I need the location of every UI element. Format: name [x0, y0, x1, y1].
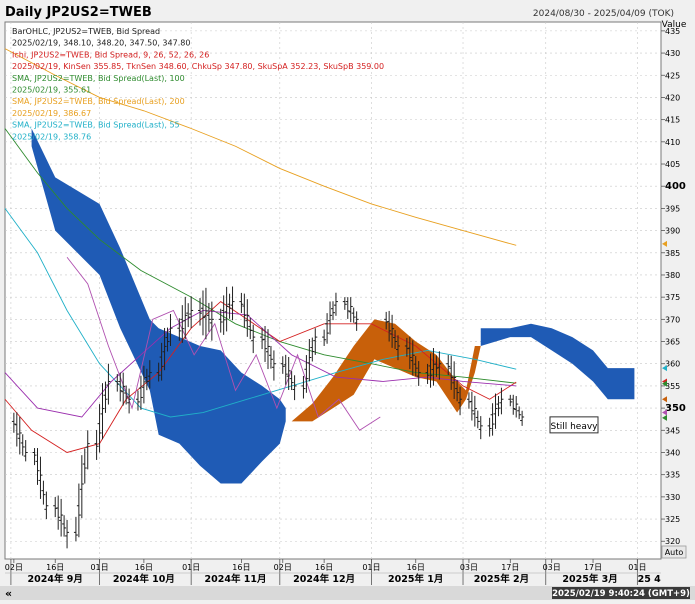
series-line-sma55: [4, 208, 517, 418]
value-marker: [662, 414, 667, 421]
legend: BarOHLC, JP2US2=TWEB, Bid Spread 2025/02/…: [12, 27, 384, 141]
y-tick-label: 355: [665, 382, 680, 391]
y-tick-label: 405: [665, 160, 680, 169]
y-tick-label: 335: [665, 471, 680, 480]
timestamp: 2025/02/19 9:40:24 (GMT+9): [552, 589, 690, 599]
x-day-label: 02日: [274, 563, 292, 572]
y-tick-label: 415: [665, 116, 680, 125]
legend-line: BarOHLC, JP2US2=TWEB, Bid Spread: [12, 27, 160, 36]
x-month-label: 2024年 11月: [205, 573, 267, 585]
value-marker: [662, 240, 667, 247]
x-day-label: 16日: [135, 563, 153, 572]
x-month-label: 2025年 2月: [474, 573, 529, 585]
ohlc-bars: [11, 286, 525, 549]
x-month-label: 2024年 12月: [293, 573, 355, 585]
y-tick-label: 410: [665, 138, 680, 147]
annotation-text: Still heavy: [550, 422, 598, 432]
x-axis[interactable]: 02日 16日 01日 16日 01日 16日 02日 16日 01日 16日 03日 17日 03日 1…: [5, 559, 661, 585]
x-day-label: 17日: [584, 563, 602, 572]
legend-line: 2025/02/19, 386.67: [12, 109, 91, 118]
x-day-label: 16日: [232, 563, 250, 572]
y-axis[interactable]: 320 325 330 335 340 345 350 355 360 365 370 375 380 3…: [661, 27, 686, 546]
date-range: 2024/08/30 - 2025/04/09 (TOK): [533, 9, 674, 19]
y-tick-label: 385: [665, 249, 680, 258]
y-tick-label: 320: [665, 537, 680, 546]
x-day-label: 01日: [628, 563, 646, 572]
x-month-label: 2024年 9月: [28, 573, 83, 585]
y-tick-label: 380: [665, 271, 680, 280]
y-tick-label: 435: [665, 27, 680, 36]
kumo-bull: [31, 128, 286, 484]
legend-line: 2025/02/19, 348.10, 348.20, 347.50, 347.…: [12, 39, 190, 48]
auto-scale-button[interactable]: [661, 545, 687, 559]
value-marker: [662, 409, 667, 416]
y-tick-label: 420: [665, 93, 680, 102]
y-tick-label: 345: [665, 426, 680, 435]
x-month-label: 2024年 10月: [113, 573, 175, 585]
y-tick-label: 360: [665, 360, 680, 369]
annotation-frame: [549, 416, 599, 434]
y-tick-label: 400: [665, 181, 686, 192]
ichimoku-cloud: [31, 128, 635, 484]
timestamp-panel: [552, 587, 690, 599]
legend-line: SMA, JP2US2=TWEB, Bid Spread(Last), 200: [12, 97, 185, 106]
kumo-bear: [291, 319, 481, 422]
x-month-label: 2025年 1月: [388, 573, 443, 585]
legend-line: SMA, JP2US2=TWEB, Bid Spread(Last), 55: [12, 121, 180, 130]
x-day-label: 16日: [315, 563, 333, 572]
status-bar: [0, 586, 695, 600]
x-day-label: 03日: [460, 563, 478, 572]
value-marker: [662, 380, 667, 387]
y-tick-label: 430: [665, 49, 680, 58]
x-month-label: 2025年 3月: [562, 573, 617, 585]
series-line-sma200: [4, 48, 517, 246]
x-day-label: 16日: [46, 563, 64, 572]
y-tick-label: 350: [665, 403, 686, 414]
legend-line: Ichi, JP2US2=TWEB, Bid Spread, 9, 26, 52…: [12, 50, 209, 59]
x-day-label: 03日: [543, 563, 561, 572]
legend-line: 2025/02/19, 358.76: [12, 132, 91, 141]
y-tick-label: 375: [665, 293, 680, 302]
x-day-label: 01日: [182, 563, 200, 572]
auto-scale-label: Auto: [665, 548, 684, 557]
scroll-left-button[interactable]: «: [5, 587, 12, 600]
y-tick-label: 365: [665, 338, 680, 347]
x-day-label: 17日: [501, 563, 519, 572]
x-day-label: 01日: [90, 563, 108, 572]
x-month-label: 25 4: [638, 574, 662, 585]
y-tick-label: 425: [665, 71, 680, 80]
chart-title: Daily JP2US2=TWEB: [5, 5, 152, 20]
annotation-box[interactable]: Still heavy: [549, 416, 599, 434]
series-line-kijun: [4, 310, 517, 418]
y-tick-label: 330: [665, 493, 680, 502]
grid-lines: [5, 22, 661, 559]
y-tick-label: 395: [665, 204, 680, 213]
value-marker: [662, 365, 667, 372]
x-day-label: 01日: [362, 563, 380, 572]
y-tick-label: 340: [665, 448, 680, 457]
legend-line: SMA, JP2US2=TWEB, Bid Spread(Last), 100: [12, 74, 185, 83]
y-tick-label: 390: [665, 227, 680, 236]
y-tick-label: 370: [665, 315, 680, 324]
y-tick-label: 325: [665, 515, 680, 524]
value-marker: [662, 396, 667, 403]
kumo-bull: [480, 323, 635, 400]
x-day-label: 02日: [5, 563, 23, 572]
x-day-label: 16日: [407, 563, 425, 572]
legend-line: 2025/02/19, KinSen 355.85, TknSen 348.60…: [12, 62, 384, 71]
legend-line: 2025/02/19, 355.61: [12, 86, 91, 95]
y-axis-title: Value: [662, 20, 687, 30]
